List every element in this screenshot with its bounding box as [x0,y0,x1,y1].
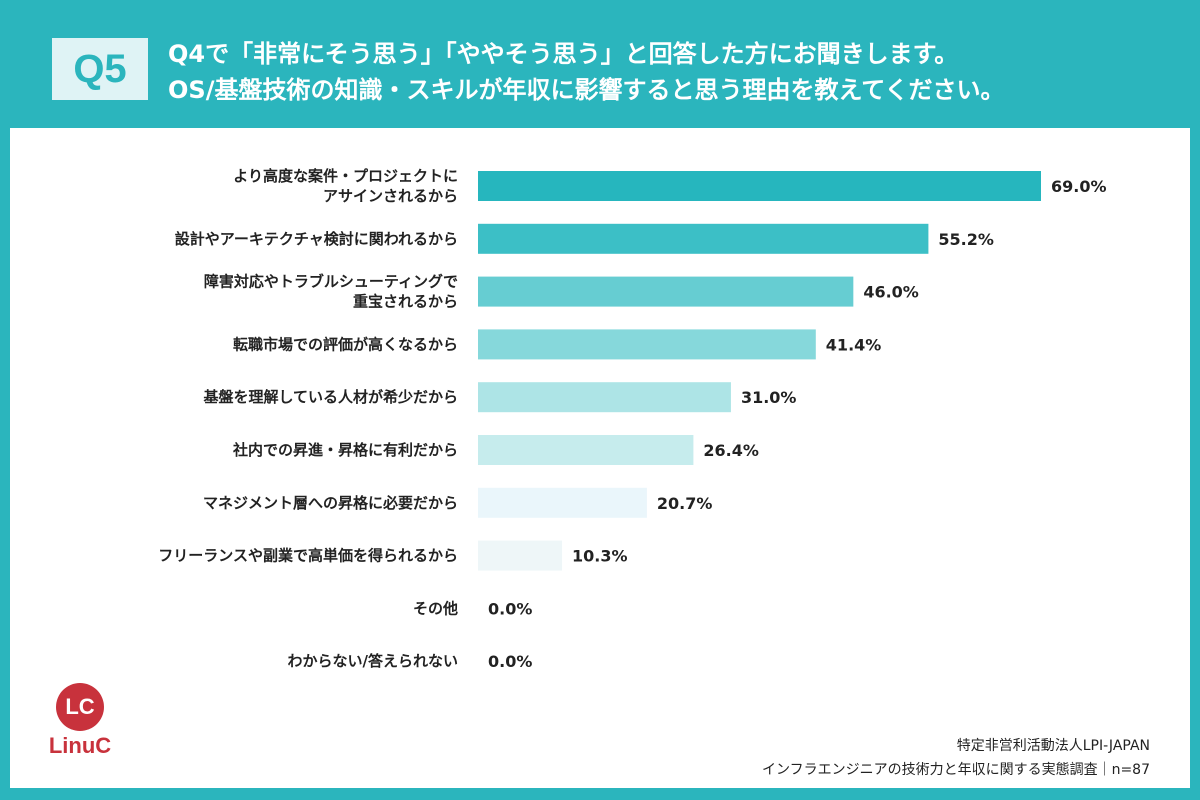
category-label-line: 障害対応やトラブルシューティングで [204,273,458,291]
category-label-9: その他 [413,599,458,617]
category-label-6: 社内での昇進・昇格に有利だから [232,441,458,459]
category-label-line: マネジメント層への昇格に必要だから [203,494,458,512]
bar-2 [478,223,929,254]
bar-4 [478,329,816,360]
chart-panel: 69.0% より高度な案件・プロジェクトにアサインされるから 55.2% 設計やアーキ… [10,128,1190,788]
value-label-7: 20.7% [657,494,713,513]
category-label-10: わからない/答えられない [288,652,458,670]
logo-mark: LC [56,683,104,731]
question-badge: Q5 [52,38,148,100]
value-label-4: 41.4% [826,335,882,354]
value-label-9: 0.0% [488,599,532,618]
bar-1 [478,171,1041,201]
value-label-3: 46.0% [863,283,919,302]
header: Q5 Q4で「非常にそう思う」「ややそう思う」と回答した方にお聞きします。 OS… [0,0,1200,130]
value-label-10: 0.0% [488,652,532,671]
category-label-4: 転職市場での評価が高くなるから [233,335,458,353]
category-label-line: フリーランスや副業で高単価を得られるから [158,547,458,565]
question-title-line1: Q4で「非常にそう思う」「ややそう思う」と回答した方にお聞きします。 [168,40,959,68]
category-label-line: わからない/答えられない [288,652,458,670]
category-label-8: フリーランスや副業で高単価を得られるから [158,547,458,565]
bar-7 [478,487,647,518]
category-label-3: 障害対応やトラブルシューティングで重宝されるから [204,273,458,311]
value-label-8: 10.3% [572,547,628,566]
category-label-line: 基盤を理解している人材が希少だから [202,388,458,406]
bar-5 [478,382,731,413]
category-label-line: アサインされるから [323,187,458,205]
question-title-line2: OS/基盤技術の知識・スキルが年収に影響すると思う理由を教えてください。 [168,76,1005,104]
logo-name: LinuC [48,733,112,758]
question-title: Q4で「非常にそう思う」「ややそう思う」と回答した方にお聞きします。 OS/基盤… [168,36,1178,108]
value-label-2: 55.2% [938,230,994,249]
value-label-6: 26.4% [703,441,759,460]
bar-6 [478,435,694,465]
category-label-line: その他 [413,599,458,617]
linuc-logo: LC LinuC [40,683,120,759]
category-label-line: より高度な案件・プロジェクトに [233,167,458,185]
footer-survey: インフラエンジニアの技術力と年収に関する実態調査｜n=87 [762,762,1150,778]
bar-3 [478,276,854,307]
category-label-1: より高度な案件・プロジェクトにアサインされるから [233,167,458,205]
category-label-line: 転職市場での評価が高くなるから [233,335,458,353]
bar-8 [478,540,563,571]
category-label-2: 設計やアーキテクチャ検討に関われるから [175,230,458,248]
bar-chart: 69.0% より高度な案件・プロジェクトにアサインされるから 55.2% 設計やアーキ… [158,167,1107,671]
category-label-line: 社内での昇進・昇格に有利だから [232,441,458,459]
footer-org: 特定非営利活動法人LPI-JAPAN [956,738,1150,754]
category-label-5: 基盤を理解している人材が希少だから [202,388,458,406]
value-label-1: 69.0% [1051,177,1107,196]
category-label-line: 設計やアーキテクチャ検討に関われるから [175,230,458,248]
value-label-5: 31.0% [741,388,797,407]
footer: 特定非営利活動法人LPI-JAPAN インフラエンジニアの技術力と年収に関する実… [762,734,1150,782]
category-label-7: マネジメント層への昇格に必要だから [203,494,458,512]
category-label-line: 重宝されるから [353,293,458,311]
